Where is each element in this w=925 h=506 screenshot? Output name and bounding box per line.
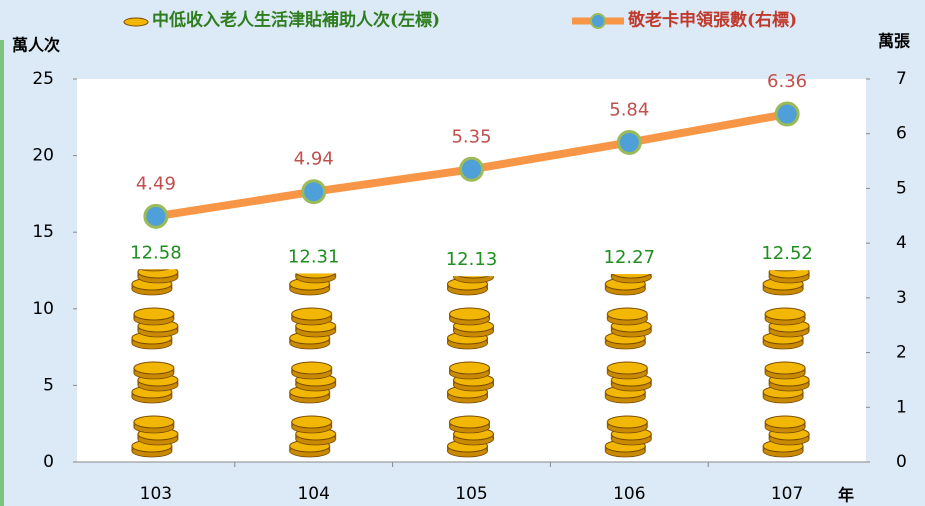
bar: [441, 276, 502, 462]
y2-tick-label: 3: [896, 288, 907, 308]
y-tick-label: 10: [32, 299, 54, 319]
marker: [459, 156, 484, 182]
legend-label: 中低收入老人生活津貼補助人次(左標): [152, 10, 440, 31]
y-tick-label: 5: [43, 375, 54, 395]
y-axis-label: 萬人次: [12, 36, 60, 55]
marker: [774, 101, 800, 127]
bar: [125, 269, 186, 462]
legend-icon: [123, 17, 149, 27]
y2-tick-label: 4: [896, 233, 907, 253]
y2-axis-label: 萬張: [878, 32, 911, 51]
x-tick-label: 104: [297, 484, 329, 504]
y2-tick-label: 6: [896, 124, 907, 144]
bar-label: 12.31: [288, 246, 340, 267]
x-tick-label: 105: [455, 484, 487, 504]
marker: [143, 203, 169, 229]
legend-marker: [590, 13, 606, 29]
y2-tick-label: 5: [896, 178, 907, 198]
marker: [301, 179, 327, 205]
legend: 中低收入老人生活津貼補助人次(左標) 敬老卡申領張數(右標): [123, 10, 797, 31]
x-axis-label: 年: [838, 486, 854, 505]
y-tick-label: 25: [32, 69, 54, 89]
bar: [599, 274, 660, 462]
bar: [757, 270, 818, 462]
bar-label: 12.52: [761, 243, 813, 264]
legend-coin: [123, 17, 149, 27]
x-tick-label: 107: [771, 484, 803, 504]
y2-tick-label: 1: [896, 397, 907, 417]
line-label: 4.94: [294, 149, 334, 170]
marker: [616, 129, 642, 155]
line-label: 5.84: [609, 99, 649, 120]
y2-tick-label: 2: [896, 343, 907, 363]
y2-tick-label: 7: [896, 69, 907, 89]
bar-label: 12.13: [446, 249, 498, 270]
y-tick-label: 20: [32, 146, 54, 166]
bar-label: 12.58: [130, 242, 182, 263]
y2-tick-label: 0: [896, 452, 907, 472]
line-label: 4.49: [136, 173, 176, 194]
line-label: 5.35: [451, 126, 491, 147]
bar-label: 12.27: [604, 247, 656, 268]
edge: [0, 40, 4, 506]
line-label: 6.36: [767, 71, 807, 92]
y-tick-label: 15: [32, 222, 54, 242]
bar: [283, 273, 344, 462]
x-tick-label: 103: [140, 484, 172, 504]
x-tick-label: 106: [613, 484, 645, 504]
y-tick-label: 0: [43, 452, 54, 472]
legend-label: 敬老卡申領張數(右標): [627, 10, 797, 31]
